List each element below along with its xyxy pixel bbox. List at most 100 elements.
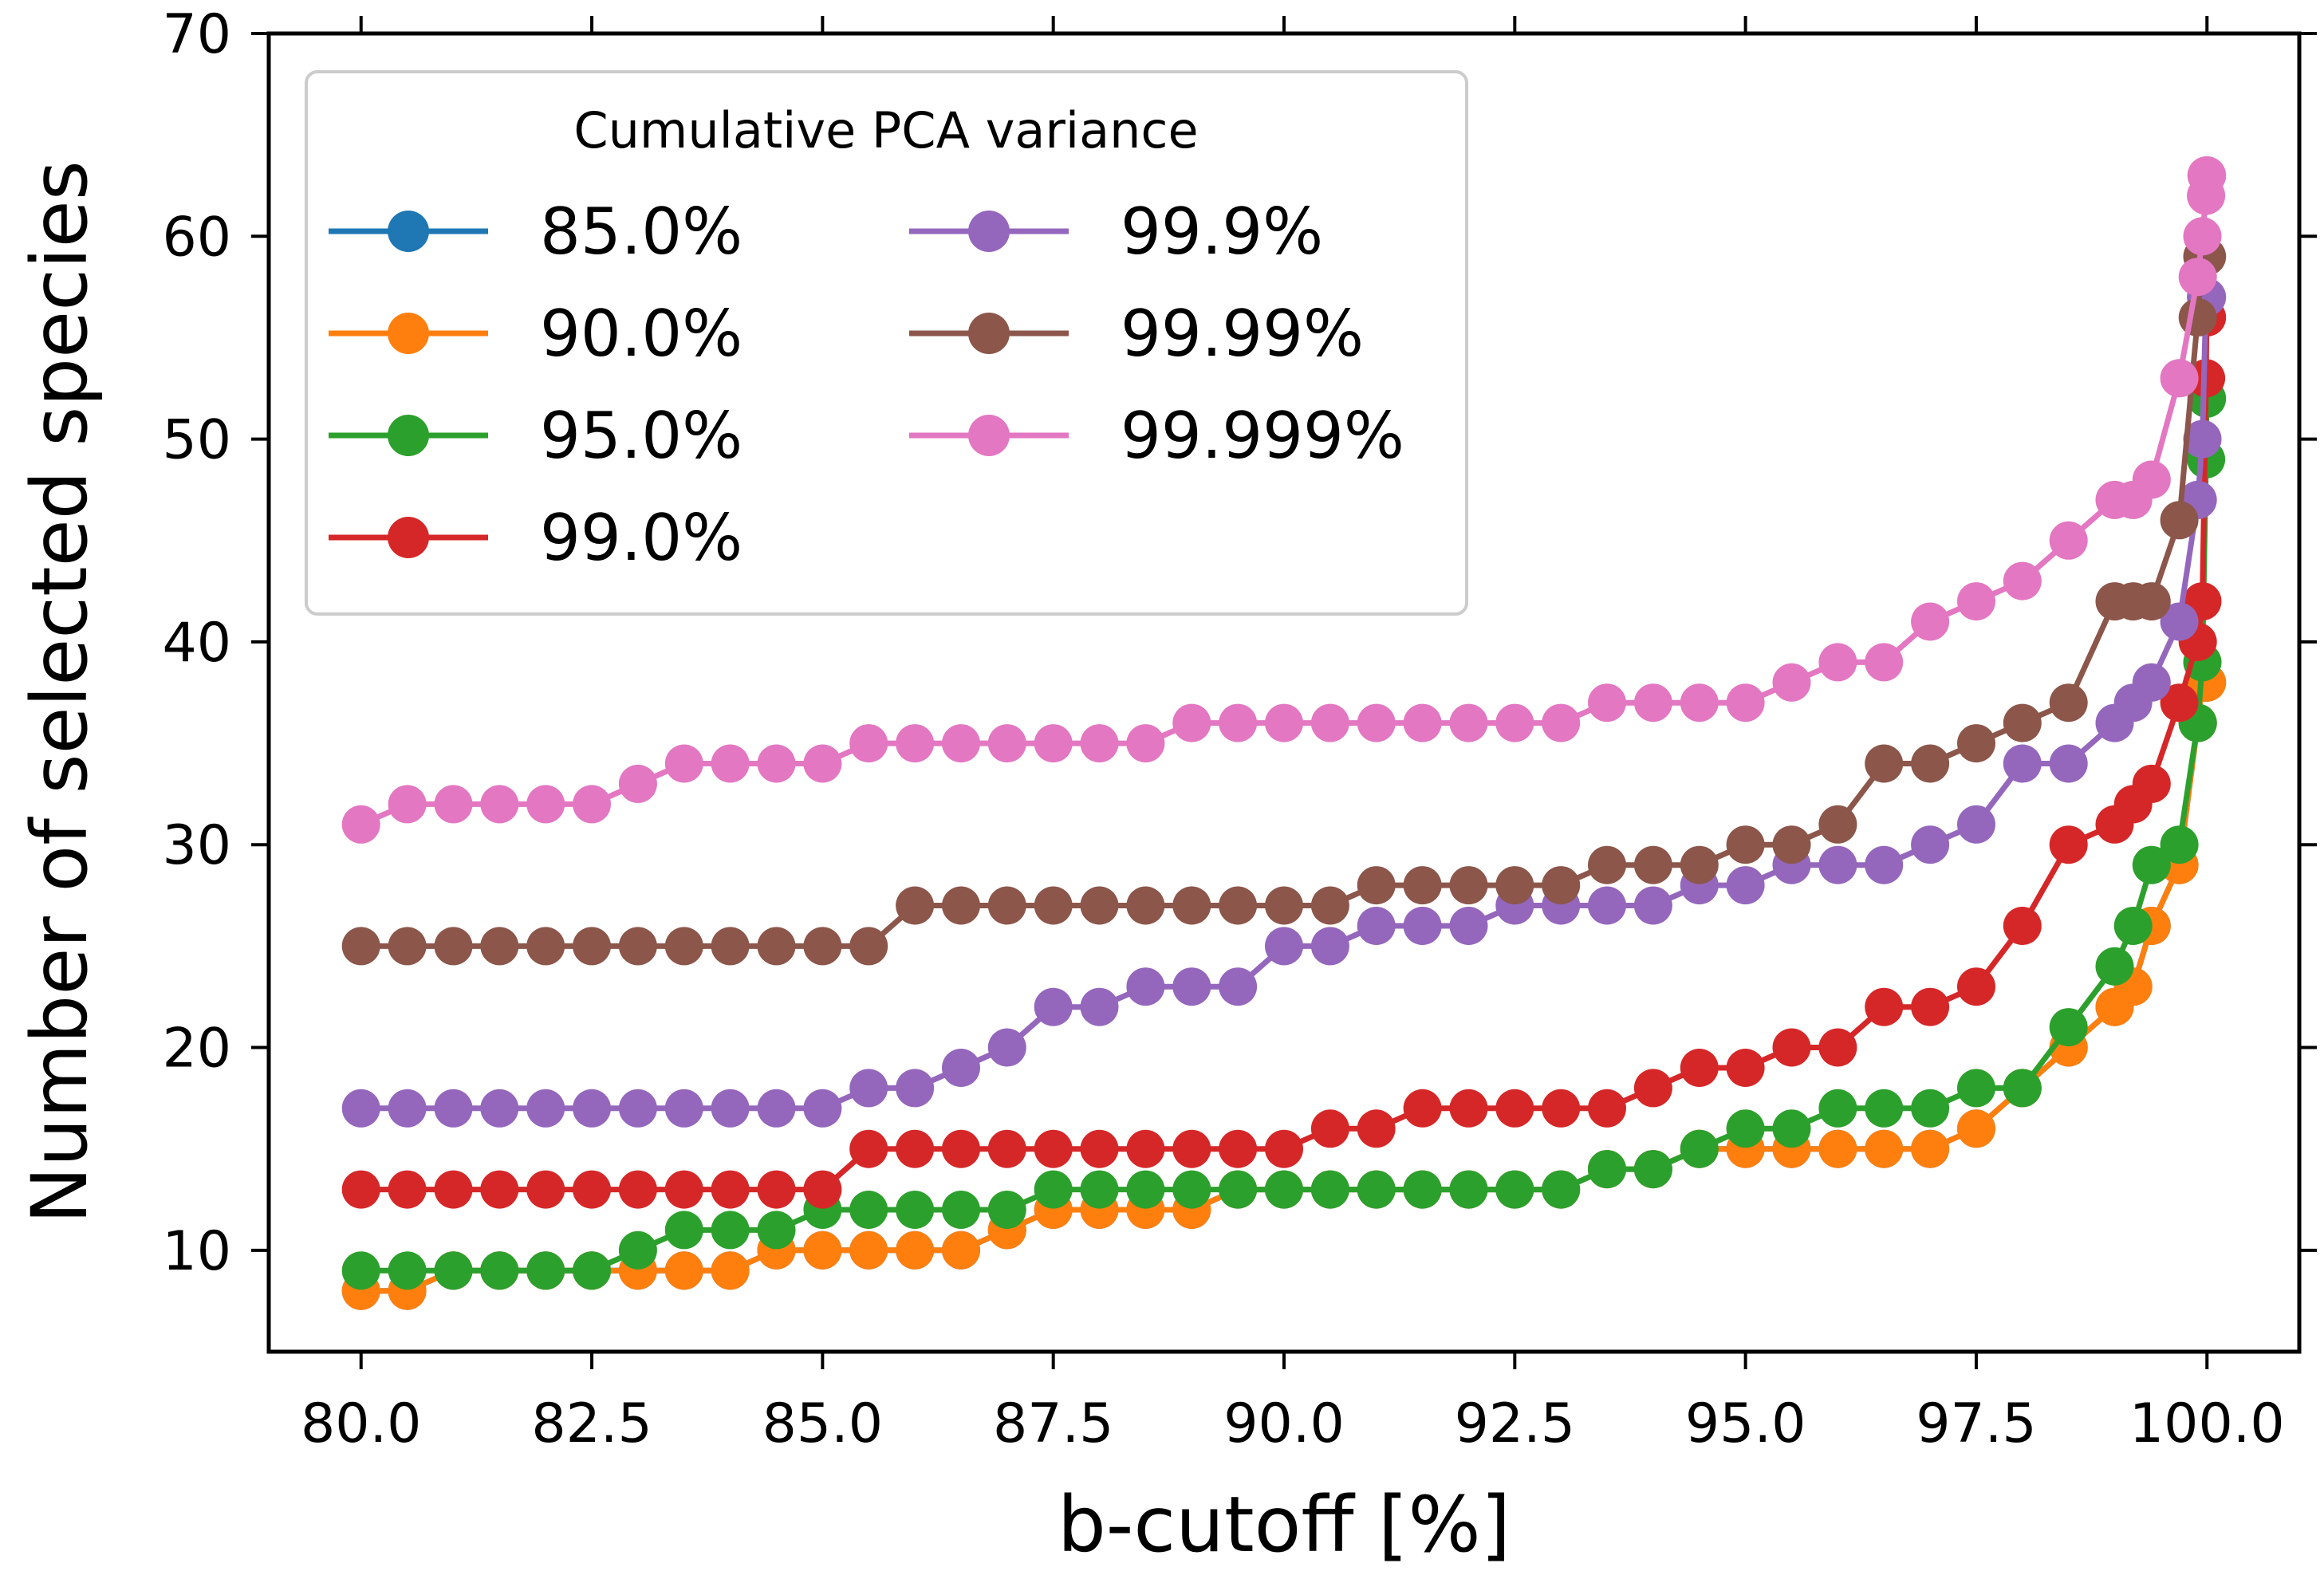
- data-point: [2049, 1008, 2088, 1047]
- data-point: [1726, 866, 1765, 905]
- legend-entry: 90.0%: [329, 297, 742, 371]
- data-point: [2178, 298, 2217, 337]
- data-point: [388, 785, 427, 824]
- data-point: [1633, 845, 1672, 884]
- data-point: [1818, 1129, 1857, 1168]
- data-point: [434, 1251, 473, 1290]
- legend-box: [305, 70, 1468, 616]
- data-point: [1219, 1129, 1258, 1168]
- legend-marker: [388, 517, 429, 558]
- data-point: [942, 1129, 980, 1168]
- data-point: [618, 927, 657, 966]
- data-point: [1357, 907, 1396, 945]
- data-point: [1172, 1129, 1211, 1168]
- data-point: [1957, 1069, 1995, 1108]
- data-point: [2049, 825, 2088, 864]
- data-point: [849, 1191, 888, 1229]
- x-tick-label: 95.0: [1685, 1392, 1806, 1455]
- data-point: [2183, 217, 2222, 256]
- data-point: [2049, 683, 2088, 723]
- y-axis-title: Number of selected species: [15, 160, 104, 1224]
- data-point: [1310, 927, 1349, 966]
- data-point: [987, 886, 1026, 925]
- data-point: [526, 1089, 565, 1128]
- data-point: [1495, 1089, 1534, 1128]
- data-point: [480, 1170, 519, 1209]
- data-point: [1680, 683, 1719, 723]
- legend-label: 90.0%: [540, 297, 742, 371]
- data-point: [1265, 886, 1303, 925]
- data-point: [1403, 703, 1442, 742]
- data-point: [434, 927, 473, 966]
- data-point: [618, 1089, 657, 1128]
- data-point: [711, 1170, 750, 1209]
- data-point: [1403, 1089, 1442, 1128]
- data-point: [2003, 907, 2042, 945]
- data-point: [1957, 1109, 1995, 1148]
- legend-marker: [968, 211, 1010, 252]
- data-point: [1588, 683, 1626, 723]
- series-99.999%: [341, 156, 2227, 844]
- legend-label: 99.9%: [1121, 195, 1323, 269]
- y-tick-label: 60: [162, 206, 231, 269]
- series-95.0%: [341, 379, 2227, 1290]
- data-point: [2160, 359, 2199, 398]
- x-tick-label: 97.5: [1916, 1392, 2036, 1455]
- series-99.0%: [341, 298, 2227, 1209]
- data-point: [987, 1028, 1026, 1067]
- data-point: [341, 1251, 380, 1290]
- data-point: [1633, 1069, 1672, 1108]
- x-tick-label: 82.5: [531, 1392, 652, 1455]
- data-point: [664, 1170, 703, 1209]
- data-point: [526, 927, 565, 966]
- data-point: [1818, 1089, 1857, 1128]
- series-99.9%: [341, 278, 2227, 1128]
- data-point: [1265, 703, 1303, 742]
- legend-label: 99.999%: [1121, 399, 1404, 473]
- data-point: [1219, 703, 1258, 742]
- data-point: [1495, 703, 1534, 742]
- data-point: [757, 1089, 796, 1128]
- data-point: [1034, 987, 1073, 1026]
- data-point: [664, 744, 703, 783]
- data-point: [711, 927, 750, 966]
- data-point: [849, 1129, 888, 1168]
- data-point: [480, 1251, 519, 1290]
- data-point: [942, 1230, 980, 1270]
- legend-label: 95.0%: [540, 399, 742, 473]
- data-point: [2160, 825, 2199, 864]
- data-point: [1126, 1129, 1165, 1168]
- data-point: [849, 724, 888, 763]
- data-point: [1449, 907, 1488, 945]
- series-99.99%: [341, 237, 2227, 966]
- data-point: [1588, 845, 1626, 884]
- x-tick-label: 92.5: [1455, 1392, 1575, 1455]
- data-point: [618, 764, 657, 803]
- data-point: [1357, 703, 1396, 742]
- legend-marker: [968, 313, 1010, 354]
- data-point: [2003, 744, 2042, 783]
- data-point: [1865, 1129, 1904, 1168]
- data-point: [942, 886, 980, 925]
- data-point: [803, 1230, 842, 1270]
- data-point: [2160, 602, 2199, 641]
- data-point: [1310, 1170, 1349, 1209]
- data-point: [1957, 805, 1995, 844]
- legend-marker: [388, 313, 429, 354]
- data-point: [1310, 886, 1349, 925]
- data-point: [1772, 1028, 1811, 1067]
- data-point: [1818, 805, 1857, 844]
- data-point: [573, 1251, 611, 1290]
- data-point: [388, 1251, 427, 1290]
- data-point: [2003, 561, 2042, 600]
- data-point: [1172, 967, 1211, 1006]
- legend: Cumulative PCA variance 85.0% 90.0% 95.0% 9…: [305, 70, 1468, 616]
- data-point: [1911, 1089, 1950, 1128]
- data-point: [1219, 1170, 1258, 1209]
- data-point: [1542, 1170, 1581, 1209]
- data-point: [526, 1251, 565, 1290]
- data-point: [1542, 866, 1581, 905]
- data-point: [2183, 419, 2222, 459]
- data-point: [849, 1230, 888, 1270]
